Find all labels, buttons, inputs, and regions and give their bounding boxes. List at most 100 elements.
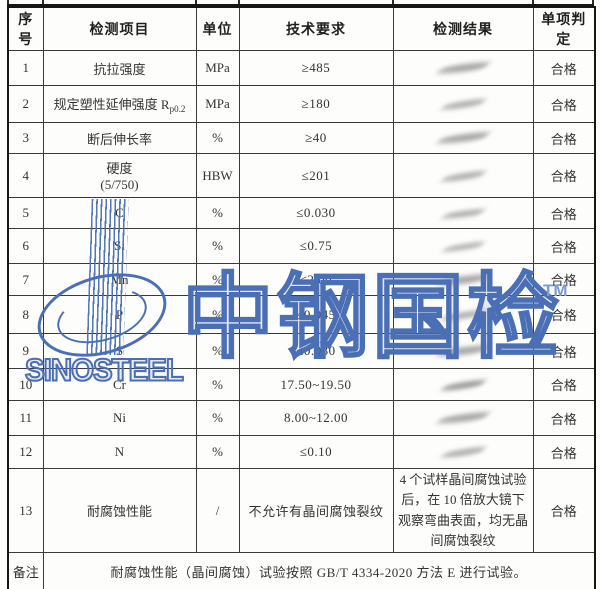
row-verdict: 合格 (532, 468, 596, 553)
row-item: S (42, 333, 197, 369)
row-requirement: ≤0.030 (238, 197, 394, 229)
row-unit: % (195, 122, 240, 154)
row-verdict: 合格 (532, 122, 596, 154)
row-unit: HBW (195, 153, 240, 198)
row-verdict: 合格 (532, 368, 596, 401)
header-row: 序号 检测项目 单位 技术要求 检测结果 单项判定 (7, 6, 596, 51)
row-no: 2 (7, 85, 44, 123)
redacted-result-smudge (439, 445, 487, 460)
row-result (392, 368, 534, 401)
row-item: 断后伸长率 (42, 122, 197, 154)
redacted-result-smudge (441, 241, 485, 253)
table-row: 5 C % ≤0.030 合格 (7, 197, 596, 229)
redacted-result-smudge (439, 169, 487, 183)
row-result (392, 263, 534, 296)
row-requirement: ≤2.00 (238, 263, 394, 296)
row-unit: MPa (195, 85, 240, 123)
row-requirement: ≥485 (238, 50, 394, 86)
row-no: 4 (7, 153, 44, 198)
row-no: 3 (7, 122, 44, 154)
row-result (392, 85, 534, 123)
redacted-result-smudge (439, 97, 487, 112)
table-row: 10 Cr % 17.50~19.50 合格 (7, 368, 596, 401)
row-result (392, 50, 534, 86)
col-header-verdict: 单项判定 (532, 6, 596, 51)
row-requirement: ≥40 (238, 122, 394, 154)
row-no: 11 (7, 400, 44, 436)
redacted-result-smudge (439, 378, 487, 392)
row-verdict: 合格 (532, 295, 596, 334)
row-verdict: 合格 (532, 50, 596, 86)
row-unit: % (195, 435, 240, 469)
row-no: 7 (7, 263, 44, 296)
row-unit: % (195, 263, 240, 296)
row-unit: % (195, 228, 240, 264)
row-no: 9 (7, 333, 44, 369)
row-requirement: ≥180 (238, 85, 394, 123)
row-unit: % (195, 295, 240, 334)
row-no: 1 (7, 50, 44, 86)
row-requirement: 17.50~19.50 (238, 368, 394, 401)
row-unit: % (195, 333, 240, 369)
redacted-result-smudge (440, 208, 486, 220)
row-verdict: 合格 (532, 228, 596, 264)
row-verdict: 合格 (532, 153, 596, 198)
row-item: 硬度 (5/750) (42, 153, 197, 198)
row-requirement: ≤201 (238, 153, 394, 198)
table-row: 13 耐腐蚀性能 / 不允许有晶间腐蚀裂纹 4 个试样晶间腐蚀试验后，在 10 … (7, 468, 596, 553)
redacted-result-smudge (435, 344, 491, 358)
col-header-unit: 单位 (195, 6, 240, 51)
row-unit: / (195, 468, 240, 553)
row-verdict: 合格 (532, 333, 596, 369)
row-item: Cr (42, 368, 197, 401)
col-header-item: 检测项目 (42, 6, 197, 51)
col-header-result: 检测结果 (392, 6, 534, 51)
row-result (392, 295, 534, 334)
table-row: 7 Mn % ≤2.00 合格 (7, 263, 596, 296)
row-unit: % (195, 400, 240, 436)
row-no: 12 (7, 435, 44, 469)
note-row: 备注 耐腐蚀性能（晶间腐蚀）试验按照 GB/T 4334-2020 方法 E 进… (7, 552, 596, 589)
row-item: P (42, 295, 197, 334)
row-no: 8 (7, 295, 44, 334)
row-requirement: ≤0.75 (238, 228, 394, 264)
redacted-result-smudge (435, 411, 491, 425)
row-requirement: ≤0.10 (238, 435, 394, 469)
row-result (392, 333, 534, 369)
previous-row-edge (7, 0, 594, 6)
row-result (392, 153, 534, 198)
row-no: 10 (7, 368, 44, 401)
table-row: 8 P % ≤0.045 合格 (7, 295, 596, 334)
table-row: 4 硬度 (5/750) HBW ≤201 合格 (7, 153, 596, 198)
row-item: Si (42, 228, 197, 264)
row-result (392, 228, 534, 264)
table-row: 2 规定塑性延伸强度 Rp0.2 MPa ≥180 合格 (7, 85, 596, 123)
row-item: N (42, 435, 197, 469)
table-row: 6 Si % ≤0.75 合格 (7, 228, 596, 264)
row-result (392, 400, 534, 436)
col-header-requirement: 技术要求 (238, 6, 394, 51)
row-item: 规定塑性延伸强度 Rp0.2 (42, 85, 197, 123)
row-verdict: 合格 (532, 197, 596, 229)
redacted-result-smudge (435, 131, 491, 145)
redacted-result-smudge (439, 308, 487, 322)
row-verdict: 合格 (532, 435, 596, 469)
col-header-no: 序号 (7, 6, 44, 51)
row-requirement: 不允许有晶间腐蚀裂纹 (238, 468, 394, 553)
row-requirement: ≤0.045 (238, 295, 394, 334)
row-unit: % (195, 368, 240, 401)
row-item: C (42, 197, 197, 229)
redacted-result-smudge (435, 61, 491, 75)
table-row: 9 S % ≤0.030 合格 (7, 333, 596, 369)
row-unit: MPa (195, 50, 240, 86)
note-text: 耐腐蚀性能（晶间腐蚀）试验按照 GB/T 4334-2020 方法 E 进行试验… (42, 552, 596, 589)
row-no: 13 (7, 468, 44, 553)
note-label: 备注 (7, 552, 44, 589)
row-verdict: 合格 (532, 85, 596, 123)
table-row: 12 N % ≤0.10 合格 (7, 435, 596, 469)
row-no: 5 (7, 197, 44, 229)
row-requirement: 8.00~12.00 (238, 400, 394, 436)
redacted-result-smudge (435, 272, 491, 287)
row-no: 6 (7, 228, 44, 264)
